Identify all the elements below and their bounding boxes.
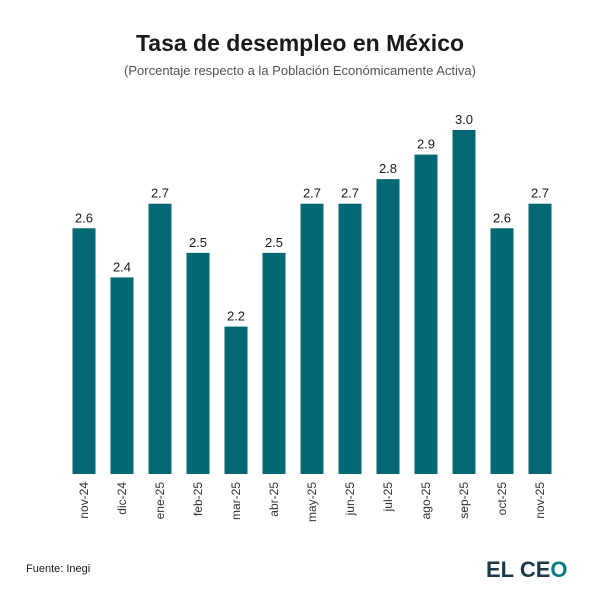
value-label-feb-25: 2.5 xyxy=(189,235,207,250)
x-tick-nov-25: nov-25 xyxy=(533,482,547,519)
x-tick-oct-25: oct-25 xyxy=(495,482,509,516)
x-tick-may-25: may-25 xyxy=(305,482,319,522)
x-tick-ago-25: ago-25 xyxy=(419,482,433,520)
logo-accent-letter: O xyxy=(550,557,568,582)
bar-mar-25 xyxy=(224,326,248,474)
value-label-sep-25: 3.0 xyxy=(455,112,473,127)
bar-ene-25 xyxy=(148,203,172,474)
bar-oct-25 xyxy=(490,228,514,474)
x-tick-jun-25: jun-25 xyxy=(343,482,357,517)
x-tick-labels-group: nov-24 dic-24 ene-25 feb-25 mar-25 abr-25 may-… xyxy=(77,482,547,522)
value-label-may-25: 2.7 xyxy=(303,186,321,201)
x-tick-abr-25: abr-25 xyxy=(267,482,281,517)
value-label-jun-25: 2.7 xyxy=(341,186,359,201)
el-ceo-logo: EL CEO xyxy=(486,557,568,583)
value-label-dic-24: 2.4 xyxy=(113,259,131,274)
bar-jun-25 xyxy=(338,203,362,474)
value-label-nov-24: 2.6 xyxy=(75,210,93,225)
bar-may-25 xyxy=(300,203,324,474)
bar-feb-25 xyxy=(186,252,210,474)
x-tick-ene-25: ene-25 xyxy=(153,482,167,520)
bar-jul-25 xyxy=(376,179,400,474)
x-tick-mar-25: mar-25 xyxy=(229,482,243,520)
bar-abr-25 xyxy=(262,252,286,474)
value-label-jul-25: 2.8 xyxy=(379,161,397,176)
value-label-ene-25: 2.7 xyxy=(151,186,169,201)
bar-nov-24 xyxy=(72,228,96,474)
value-label-oct-25: 2.6 xyxy=(493,210,511,225)
x-tick-nov-24: nov-24 xyxy=(77,482,91,519)
x-tick-sep-25: sep-25 xyxy=(457,482,471,519)
value-label-nov-25: 2.7 xyxy=(531,186,549,201)
source-note: Fuente: Inegi xyxy=(26,563,91,575)
x-tick-feb-25: feb-25 xyxy=(191,482,205,516)
bar-sep-25 xyxy=(452,130,476,474)
bar-nov-25 xyxy=(528,203,552,474)
bar-ago-25 xyxy=(414,154,438,475)
bar-dic-24 xyxy=(110,277,134,474)
value-labels-group: 2.6 2.4 2.7 2.5 2.2 2.5 2.7 2.7 2.8 2.9 3.0 2.6 2.7 xyxy=(75,112,549,324)
x-tick-jul-25: jul-25 xyxy=(381,482,395,513)
x-tick-dic-24: dic-24 xyxy=(115,482,129,515)
value-label-ago-25: 2.9 xyxy=(417,137,435,152)
chart-title: Tasa de desempleo en México xyxy=(135,30,465,56)
bars-group xyxy=(72,130,552,475)
value-label-mar-25: 2.2 xyxy=(227,309,245,324)
logo-text: EL CE xyxy=(486,557,551,582)
chart-subtitle: (Porcentaje respecto a la Población Econ… xyxy=(124,63,476,78)
value-label-abr-25: 2.5 xyxy=(265,235,283,250)
